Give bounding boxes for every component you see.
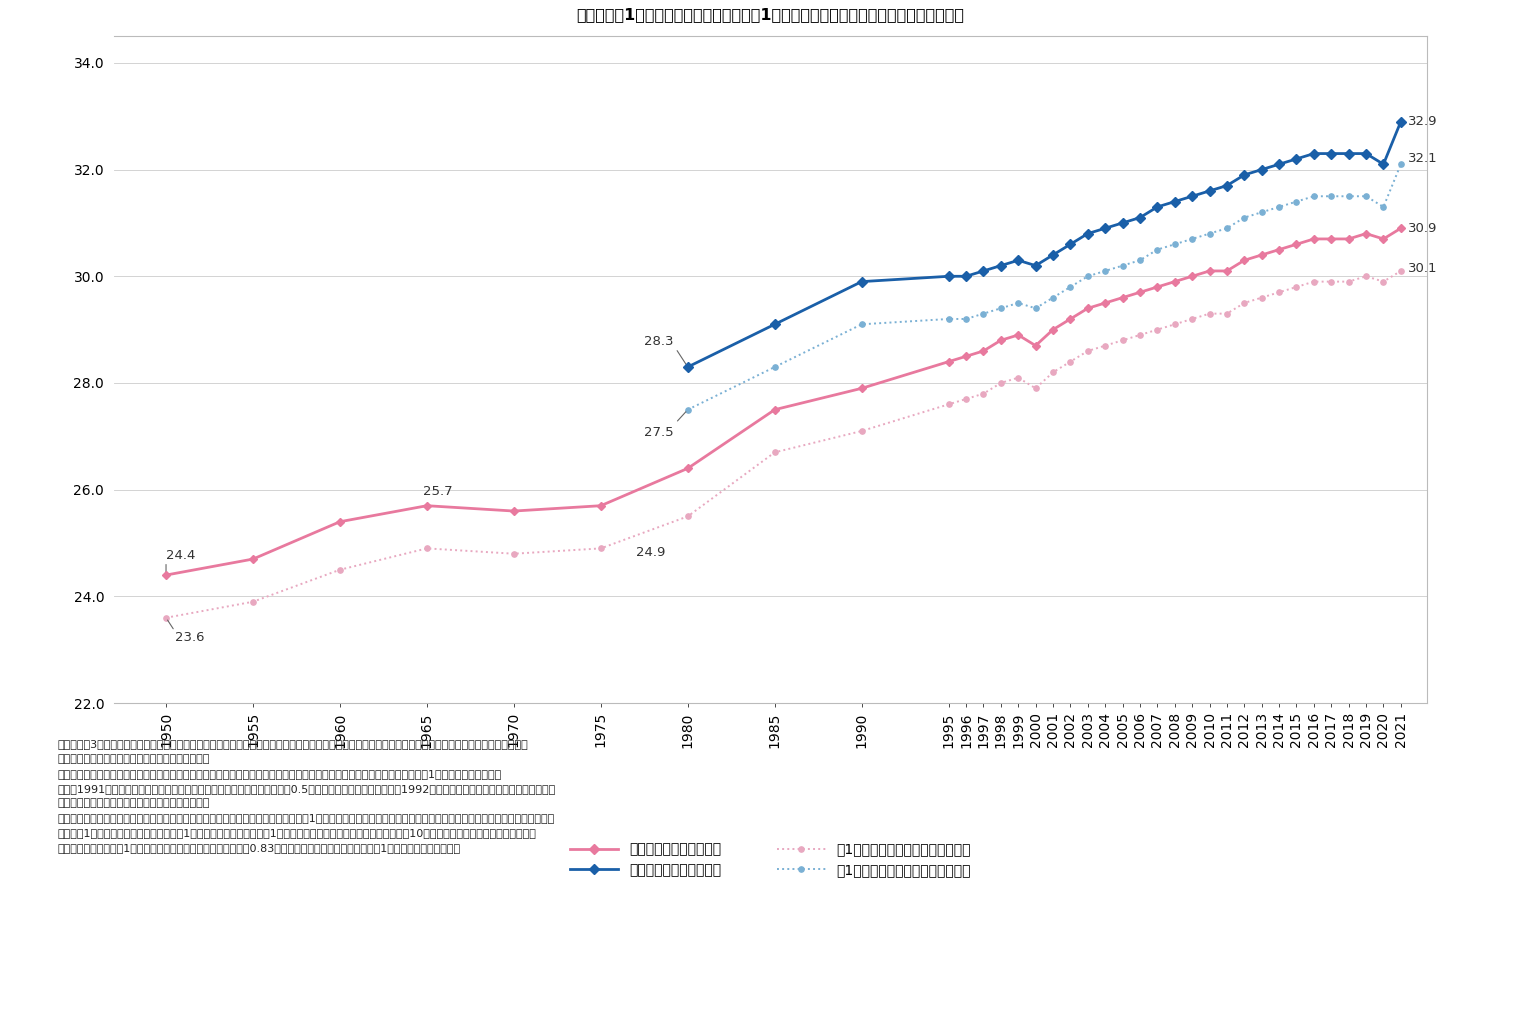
Text: 出所：令和3年人口動態統計「上巻　出生　第４．２０表　出生順位別にみた年次別父の平均年齢」及び、「上巻　出生　第４．１９表　出生順位別にみた年
　　　次別母の平: 出所：令和3年人口動態統計「上巻 出生 第４．２０表 出生順位別にみた年次別父の… [58, 739, 556, 853]
Text: 23.6: 23.6 [175, 631, 205, 644]
Legend: 第１子出産時の母の年齢, 第１子出生時の父の年齢, 第1子妊娠時の年齢の予測値（母）, 第1子妊娠時の年齢の予測値（父）: 第１子出産時の母の年齢, 第１子出生時の父の年齢, 第1子妊娠時の年齢の予測値（… [565, 837, 976, 883]
Text: 32.9: 32.9 [1407, 115, 1438, 128]
Text: 28.3: 28.3 [644, 335, 674, 348]
Text: 30.1: 30.1 [1407, 262, 1438, 275]
Text: 24.9: 24.9 [636, 546, 665, 559]
Text: 27.5: 27.5 [644, 426, 674, 438]
Text: 25.7: 25.7 [424, 485, 452, 497]
Title: 図表２．第1子妊娠時（予測値）及び、第1子出産（出生）時の母・父の年齢推移（歳）: 図表２．第1子妊娠時（予測値）及び、第1子出産（出生）時の母・父の年齢推移（歳） [577, 7, 964, 23]
Text: 30.9: 30.9 [1407, 221, 1438, 235]
Text: 24.4: 24.4 [165, 549, 196, 561]
Text: 32.1: 32.1 [1407, 152, 1438, 165]
